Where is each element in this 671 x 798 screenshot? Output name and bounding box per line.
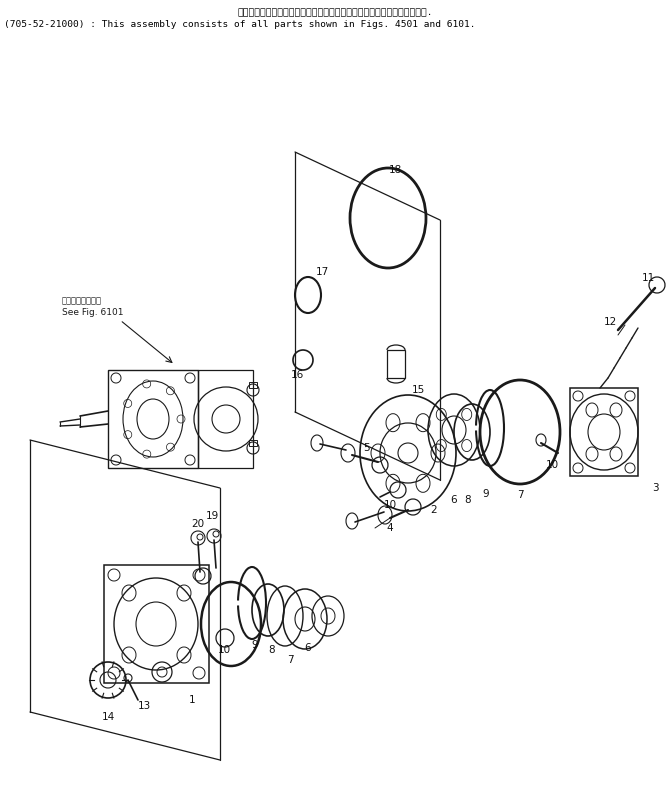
Text: 4: 4: [386, 523, 393, 533]
Text: 6: 6: [451, 495, 458, 505]
Text: 第６１０１図参照: 第６１０１図参照: [62, 296, 102, 305]
Bar: [570, 388, 638, 476]
Text: 2: 2: [431, 505, 437, 515]
Text: 14: 14: [101, 712, 115, 722]
Text: 13: 13: [138, 701, 150, 711]
Text: 17: 17: [315, 267, 329, 277]
Text: 5: 5: [363, 443, 369, 453]
Text: See Fig. 6101: See Fig. 6101: [62, 308, 123, 317]
Bar: [249, 440, 257, 446]
Bar: [387, 350, 405, 378]
Text: 1: 1: [189, 695, 195, 705]
Bar: [108, 370, 198, 468]
Text: 7: 7: [517, 490, 523, 500]
Text: 10: 10: [546, 460, 558, 470]
Text: このアセンブリの構成部品は第４５０１図および第６１０１図を含みます.: このアセンブリの構成部品は第４５０１図および第６１０１図を含みます.: [238, 8, 433, 17]
Text: 11: 11: [641, 273, 655, 283]
Text: 20: 20: [191, 519, 205, 529]
Text: 12: 12: [603, 317, 617, 327]
Text: 10: 10: [383, 500, 397, 510]
Text: 19: 19: [205, 511, 219, 521]
Text: 16: 16: [291, 370, 303, 380]
Bar: [249, 382, 257, 388]
Text: 10: 10: [217, 645, 231, 655]
Text: 6: 6: [305, 643, 311, 653]
Text: 18: 18: [389, 165, 402, 175]
Text: 8: 8: [465, 495, 471, 505]
Text: 7: 7: [287, 655, 293, 665]
Text: 8: 8: [268, 645, 275, 655]
Text: 9: 9: [482, 489, 489, 499]
Bar: [104, 565, 209, 683]
Bar: [198, 370, 253, 468]
Text: 3: 3: [652, 483, 658, 493]
Text: 15: 15: [411, 385, 425, 395]
Text: (705-52-21000) : This assembly consists of all parts shown in Figs. 4501 and 610: (705-52-21000) : This assembly consists …: [4, 20, 476, 29]
Text: 9: 9: [252, 640, 258, 650]
